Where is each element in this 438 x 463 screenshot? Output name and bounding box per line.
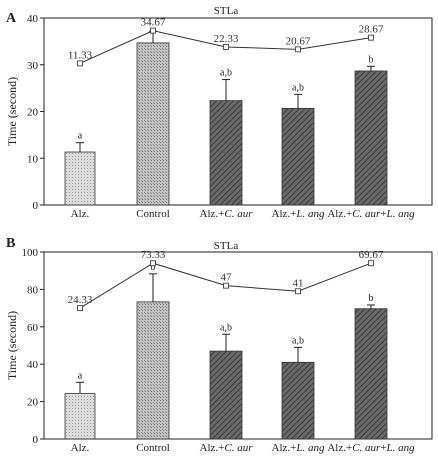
trend-marker: [295, 46, 301, 53]
significance-label: a: [78, 370, 83, 381]
bar: [354, 70, 388, 206]
trend-marker: [77, 305, 83, 312]
category-label: Alz.: [71, 442, 90, 454]
y-tick-label: 0: [33, 434, 39, 446]
significance-label: a,b: [220, 68, 232, 79]
y-tick-label: 80: [27, 284, 39, 296]
significance-label: a,b: [220, 322, 232, 333]
trend-marker: [368, 260, 374, 267]
category-label: Alz.+C. aur+L. ang: [327, 442, 415, 454]
chart-title: STLa: [214, 5, 239, 17]
trend-marker: [295, 288, 301, 295]
mean-value-label: 47: [221, 272, 233, 284]
mean-value-label: 24.33: [68, 294, 93, 306]
significance-label: a,b: [292, 82, 304, 93]
significance-label: b: [151, 262, 156, 273]
category-label: Control: [136, 208, 170, 220]
mean-value-label: 41: [293, 277, 304, 289]
y-tick-label: 20: [27, 107, 39, 119]
bar: [64, 151, 96, 206]
mean-value-label: 73.33: [141, 249, 166, 261]
trend-marker: [150, 260, 156, 267]
y-tick-label: 60: [27, 322, 39, 334]
y-tick-label: 40: [27, 359, 39, 371]
panel-b: B STLa 0 20 40 60 80 100 Time (second) a b a,b a,b b 2…: [5, 236, 433, 454]
category-label: Alz.+C. aur: [200, 442, 254, 454]
bar: [354, 308, 388, 440]
category-label: Alz.+L. ang: [272, 442, 325, 454]
bar: [281, 361, 315, 440]
trend-marker: [77, 60, 83, 67]
bar: [136, 42, 170, 206]
panel-letter: A: [6, 11, 17, 26]
bar: [209, 100, 243, 206]
bar: [209, 350, 243, 440]
trend-marker: [150, 27, 156, 34]
panel-letter: B: [6, 236, 15, 251]
y-tick-label: 30: [27, 60, 39, 72]
category-label: Control: [136, 442, 170, 454]
mean-value-label: 22.33: [214, 33, 239, 45]
y-axis-label: Time (second): [5, 77, 19, 146]
y-tick-label: 40: [27, 13, 39, 25]
bar: [281, 107, 315, 206]
trend-marker: [223, 44, 229, 50]
bar: [136, 301, 170, 440]
significance-label: b: [369, 293, 374, 304]
category-label: Alz.+C. aur: [200, 208, 254, 220]
significance-label: a,b: [292, 335, 304, 346]
mean-value-label: 20.67: [286, 35, 311, 47]
mean-value-label: 28.67: [359, 24, 384, 36]
bar: [64, 393, 96, 440]
chart-title: STLa: [214, 240, 239, 252]
trend-marker: [368, 34, 374, 41]
significance-label: a: [78, 131, 83, 142]
significance-label: b: [369, 54, 374, 65]
panel-a: A STLa 0 10 20 30 40 Time (second) a a,b a,b b 11.33…: [5, 5, 433, 220]
y-axis-label: Time (second): [5, 311, 19, 380]
mean-value-label: 34.67: [141, 17, 166, 29]
mean-value-label: 69.67: [359, 249, 384, 261]
mean-value-label: 11.33: [68, 49, 93, 61]
category-label: Alz.+L. ang: [272, 208, 325, 220]
trend-marker: [223, 282, 229, 289]
category-label: Alz.+C. aur+L. ang: [327, 208, 415, 220]
y-tick-label: 20: [27, 397, 39, 409]
y-tick-label: 10: [27, 153, 39, 165]
category-label: Alz.: [71, 208, 90, 220]
y-tick-label: 100: [22, 247, 39, 259]
y-tick-label: 0: [33, 200, 39, 212]
